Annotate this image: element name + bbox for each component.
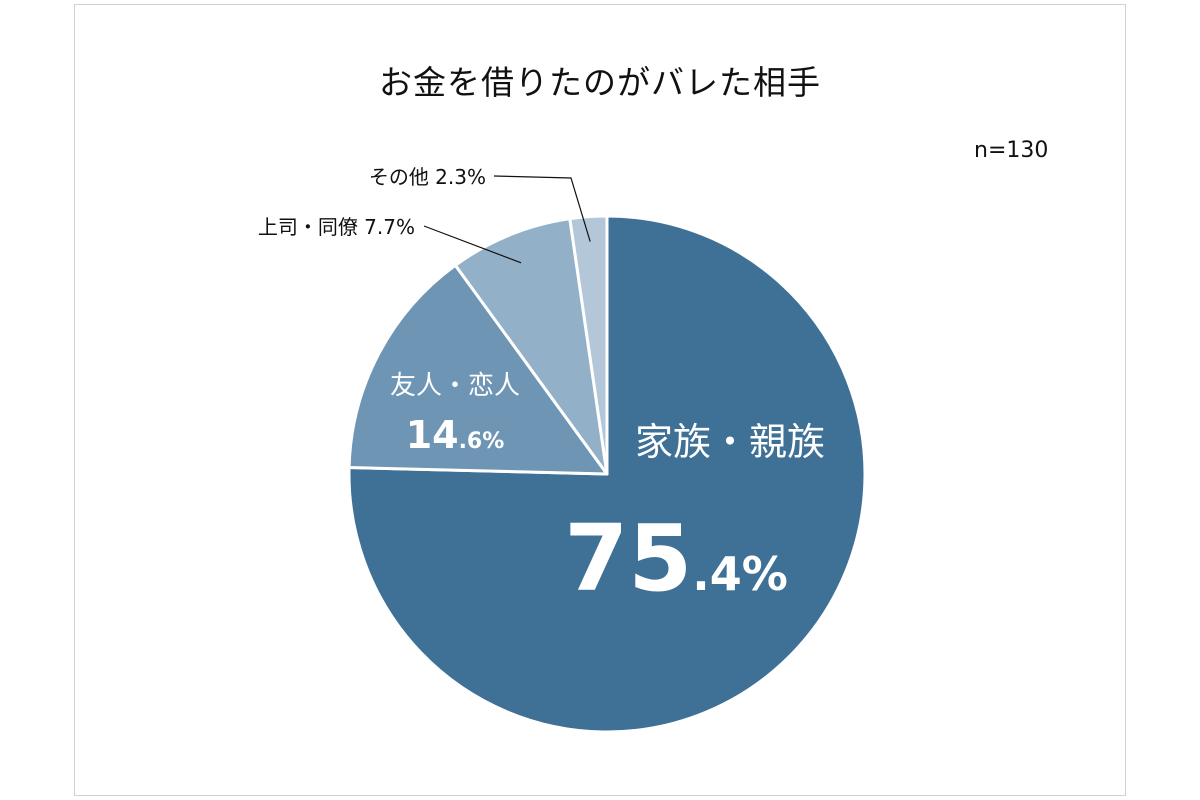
slice-value-friends-big: 14 (406, 413, 459, 457)
slice-value-friends-small: .6% (459, 429, 505, 454)
slice-label-family-name: 家族・親族 (635, 420, 825, 464)
slice-label-other: その他 2.3% (369, 165, 486, 189)
slice-label-boss: 上司・同僚 7.7% (258, 215, 415, 239)
slice-value-family-big: 75 (564, 505, 692, 612)
chart-title: お金を借りたのがバレた相手 (379, 63, 821, 102)
pie-slice-friends (347, 263, 609, 476)
slice-label-family-value: 75.4% (564, 505, 788, 612)
slice-label-friends-name: 友人・恋人 (390, 371, 520, 401)
sample-size-label: n=130 (974, 138, 1049, 163)
pie-slice-boss (453, 217, 609, 476)
leader-line-other (493, 175, 591, 242)
slice-value-family-small: .4% (692, 547, 788, 601)
pie-slice-other (568, 214, 609, 476)
leader-line-boss (423, 225, 522, 264)
slice-label-friends-value: 14.6% (406, 413, 505, 457)
